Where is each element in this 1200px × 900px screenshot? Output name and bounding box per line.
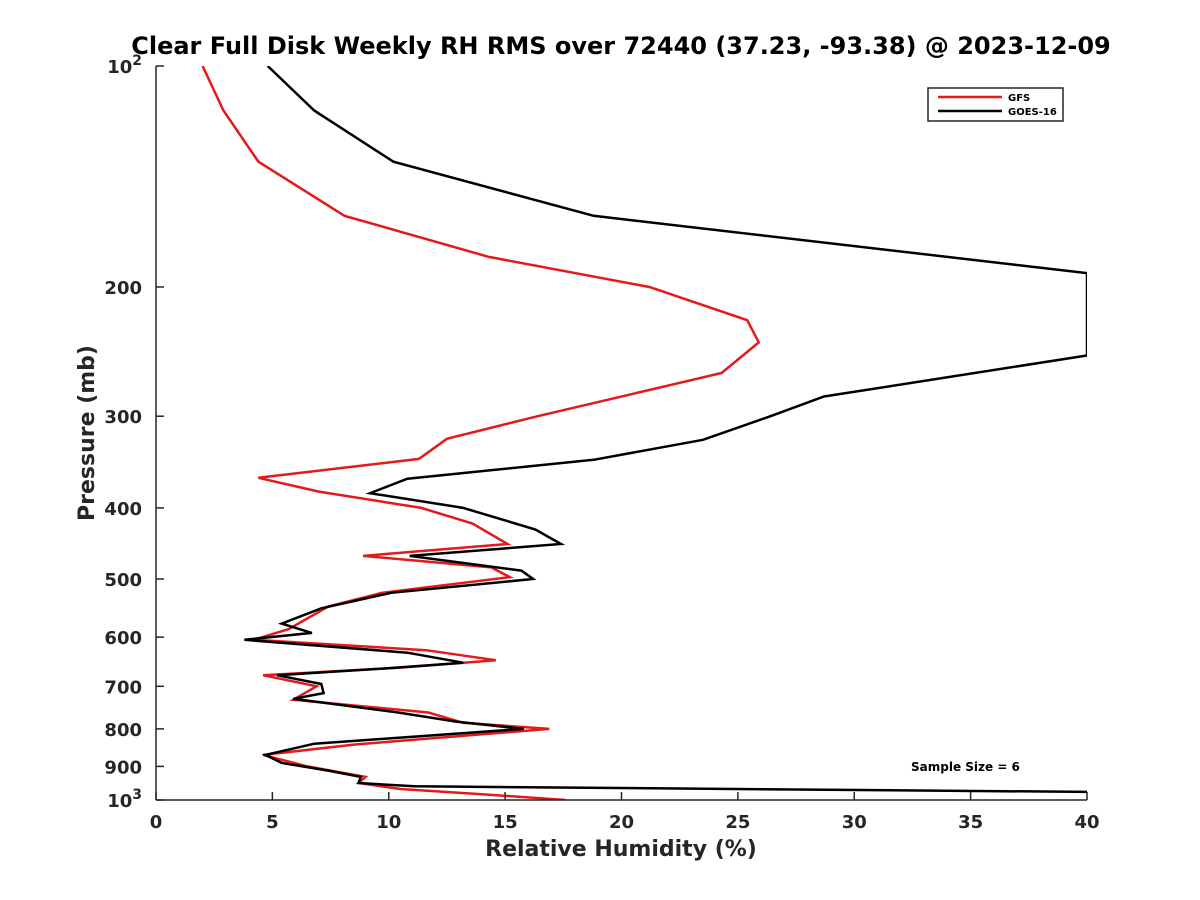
y-axis-label: Pressure (mb) (75, 345, 100, 521)
y-tick-label: 200 (104, 278, 142, 299)
y-tick-label: 300 (104, 407, 142, 428)
x-tick-label: 20 (609, 812, 634, 833)
legend-label-goes16: GOES-16 (1008, 107, 1057, 118)
chart-title: Clear Full Disk Weekly RH RMS over 72440… (131, 32, 1111, 60)
y-tick-label: 102 (107, 53, 142, 78)
y-tick-label: 400 (104, 499, 142, 520)
y-tick-label: 600 (104, 628, 142, 649)
x-tick-label: 40 (1074, 812, 1099, 833)
x-tick-label: 0 (150, 812, 163, 833)
y-tick-label: 500 (104, 570, 142, 591)
y-tick-label: 103 (107, 787, 142, 812)
x-ticks: 0 5 10 15 20 25 30 35 40 (150, 792, 1100, 833)
x-tick-label: 10 (376, 812, 401, 833)
x-tick-label: 35 (958, 812, 983, 833)
x-tick-label: 25 (725, 812, 750, 833)
series-line-goes16 (244, 66, 1087, 794)
x-axis-label: Relative Humidity (%) (485, 837, 757, 862)
y-ticks: 102 200 300 400 500 600 700 800 900 103 (104, 53, 164, 812)
legend-label-gfs: GFS (1008, 93, 1030, 104)
y-tick-label: 900 (104, 757, 142, 778)
legend: GFS GOES-16 (927, 87, 1064, 122)
x-tick-label: 30 (842, 812, 867, 833)
series-layer (201, 66, 1087, 800)
y-tick-label: 700 (104, 677, 142, 698)
sample-size-annotation: Sample Size = 6 (911, 760, 1020, 774)
x-tick-label: 5 (266, 812, 279, 833)
x-tick-label: 15 (493, 812, 518, 833)
y-tick-label: 800 (104, 720, 142, 741)
legend-box (927, 87, 1064, 122)
